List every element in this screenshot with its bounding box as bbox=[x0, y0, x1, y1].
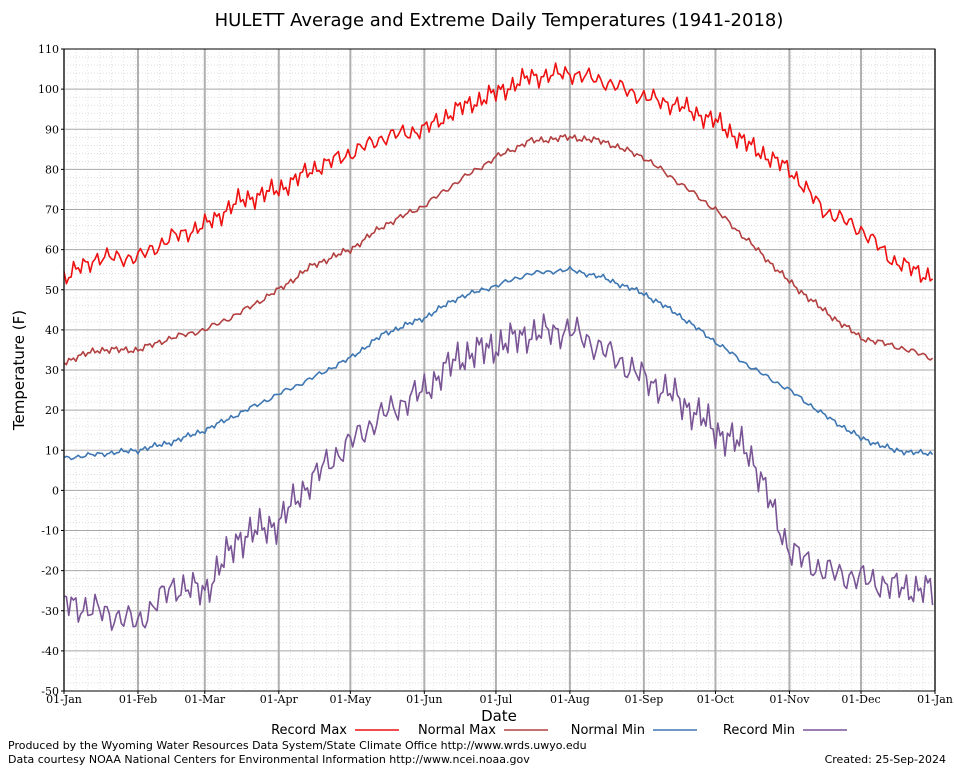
y-tick-label: -10 bbox=[41, 525, 59, 538]
y-tick-label: -50 bbox=[41, 685, 59, 698]
y-tick-label: 110 bbox=[38, 43, 59, 56]
y-tick-label: 90 bbox=[45, 123, 59, 136]
chart-title: HULETT Average and Extreme Daily Tempera… bbox=[215, 10, 784, 31]
legend: Record Max Normal Max Normal Min Record Min bbox=[271, 723, 847, 738]
x-tick-label: 01-Dec bbox=[841, 693, 880, 706]
y-tick-label: -20 bbox=[41, 565, 59, 578]
footer-credit-line-2: Data courtesy NOAA National Centers for … bbox=[8, 753, 530, 766]
x-tick-label: 01-Mar bbox=[184, 693, 226, 706]
x-tick-label: 01-Jul bbox=[480, 693, 513, 706]
y-tick-label: 60 bbox=[45, 244, 59, 257]
y-tick-label: 10 bbox=[45, 444, 59, 457]
x-axis-label: Date bbox=[481, 707, 517, 725]
series-lines bbox=[63, 62, 934, 631]
x-tick-label: 01-Oct bbox=[697, 693, 735, 706]
x-tick-label: 01-May bbox=[329, 693, 372, 706]
y-tick-label: 100 bbox=[38, 83, 59, 96]
y-tick-label: 20 bbox=[45, 404, 59, 417]
y-tick-label: 50 bbox=[45, 284, 59, 297]
y-tick-label: 80 bbox=[45, 163, 59, 176]
y-axis-label: Temperature (F) bbox=[10, 310, 28, 431]
x-tick-label: 01-Feb bbox=[119, 693, 157, 706]
y-tick-label: 70 bbox=[45, 204, 59, 217]
legend-label: Record Min bbox=[723, 723, 795, 738]
series-line-record-max bbox=[63, 62, 934, 285]
x-axis-ticks: 01-Jan 01-Feb 01-Mar 01-Apr 01-May 01-Jun 01-J… bbox=[46, 691, 953, 706]
legend-label: Normal Max bbox=[418, 723, 496, 738]
y-tick-label: 30 bbox=[45, 364, 59, 377]
y-tick-label: 40 bbox=[45, 324, 59, 337]
y-tick-label: -40 bbox=[41, 645, 59, 658]
series-line-normal-max bbox=[63, 134, 934, 366]
x-tick-label: 01-Aug bbox=[550, 693, 590, 706]
x-tick-label: 01-Sep bbox=[624, 693, 663, 706]
created-date: Created: 25-Sep-2024 bbox=[825, 753, 946, 766]
x-tick-label: 01-Jan bbox=[917, 693, 953, 706]
series-line-normal-min bbox=[63, 265, 934, 461]
legend-label: Record Max bbox=[271, 723, 347, 738]
x-tick-label: 01-Jan bbox=[46, 693, 82, 706]
legend-label: Normal Min bbox=[571, 723, 645, 738]
y-tick-label: 0 bbox=[52, 484, 59, 497]
y-tick-label: -30 bbox=[41, 605, 59, 618]
x-tick-label: 01-Apr bbox=[260, 693, 299, 706]
x-tick-label: 01-Jun bbox=[406, 693, 442, 706]
x-tick-label: 01-Nov bbox=[769, 693, 810, 706]
footer-credit-line-1: Produced by the Wyoming Water Resources … bbox=[8, 739, 587, 752]
series-line-record-min bbox=[63, 313, 934, 631]
